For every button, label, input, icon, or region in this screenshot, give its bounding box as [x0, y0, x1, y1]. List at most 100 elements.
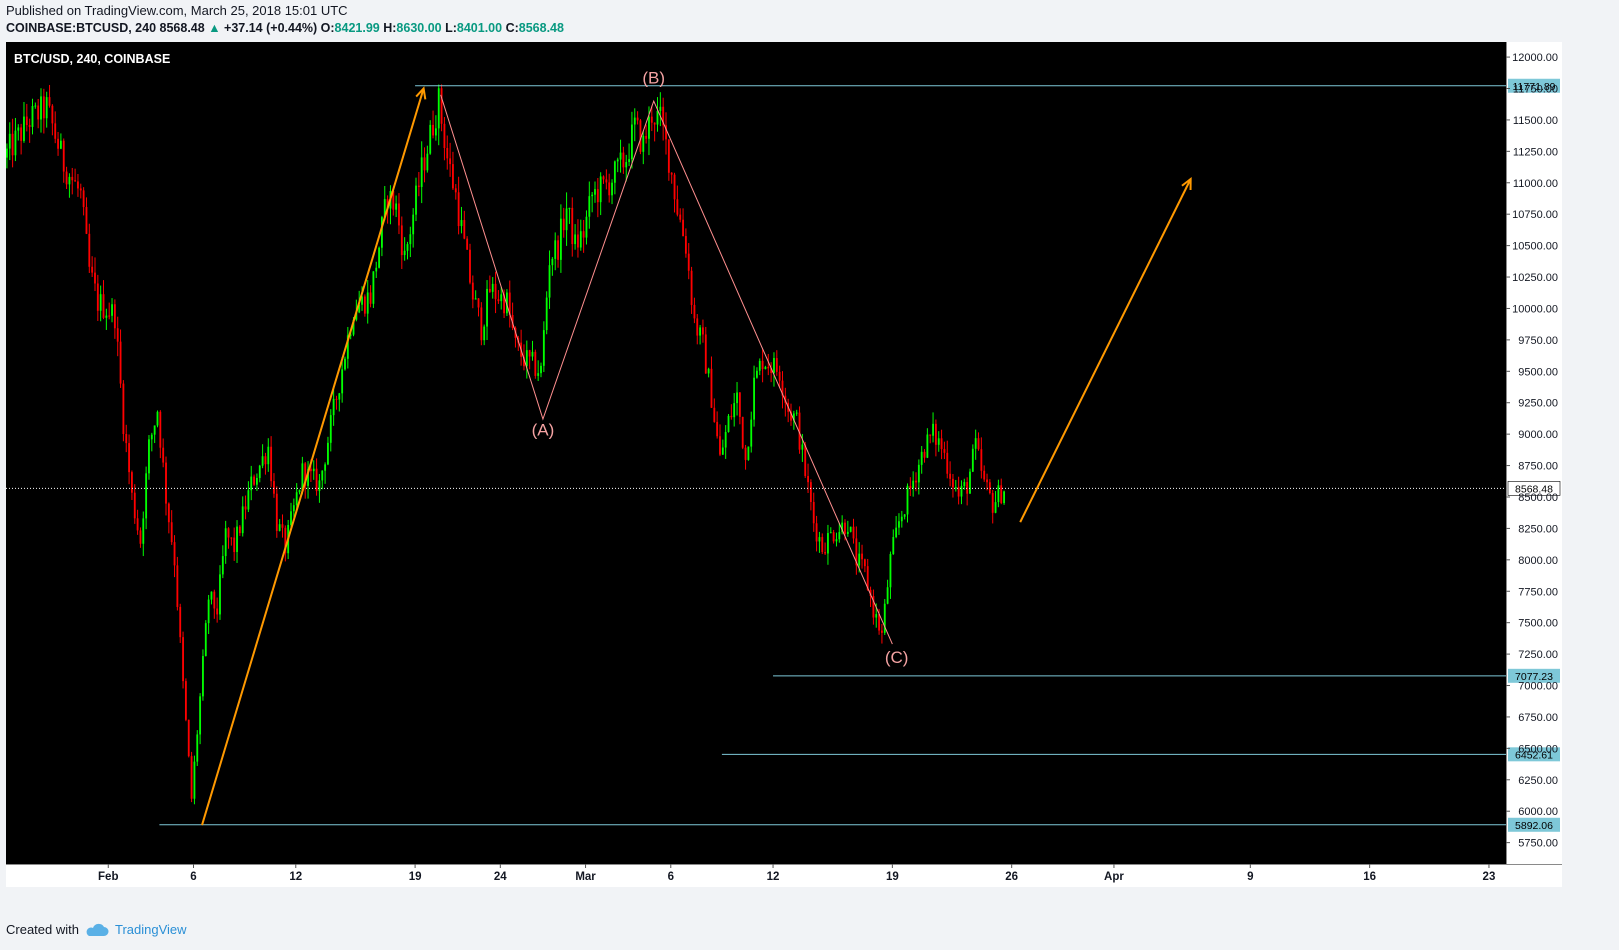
candle-down	[122, 383, 125, 435]
candle-down	[784, 395, 787, 403]
candle-down	[167, 503, 170, 523]
candle-down	[949, 473, 952, 479]
candle-down	[423, 157, 426, 171]
chart-container[interactable]: 11771.89 7077.23 6452.61 5892.06 8568.48 (A)…	[6, 42, 1562, 892]
candle-up	[792, 413, 795, 421]
candle-up	[591, 194, 594, 197]
candle-down	[767, 366, 770, 369]
x-tick-label: 16	[1363, 871, 1376, 883]
candle-down	[730, 415, 733, 418]
candle-up	[426, 153, 429, 171]
candle-down	[1000, 485, 1003, 504]
waves-layer: (A) (B) (C)	[440, 68, 908, 667]
candle-down	[190, 756, 193, 799]
candle-up	[699, 327, 702, 336]
chart-title: BTC/USD, 240, COINBASE	[14, 52, 170, 66]
open-label: O:	[320, 21, 335, 35]
candle-down	[710, 368, 713, 408]
candle-down	[88, 233, 91, 267]
candle-down	[622, 152, 625, 168]
candle-down	[983, 470, 986, 480]
candle-up	[753, 377, 755, 420]
candle-down	[980, 449, 983, 471]
candle-down	[270, 446, 273, 482]
candle-down	[852, 526, 855, 539]
candle-up	[971, 448, 974, 472]
candle-up	[338, 393, 341, 400]
candle-up	[506, 292, 508, 314]
candle-down	[676, 199, 679, 215]
candle-down	[119, 341, 122, 384]
price-axis[interactable]: 5750.00 6000.00 6250.00 6500.00 6750.00 7000.…	[1506, 52, 1558, 850]
y-tick-label: 6750.00	[1518, 712, 1558, 724]
price-chart[interactable]: 11771.89 7077.23 6452.61 5892.06 8568.48 (A)…	[6, 42, 1562, 887]
candle-up	[846, 531, 849, 534]
candle-down	[602, 176, 605, 180]
candle-down	[96, 283, 99, 311]
candle-down	[102, 294, 105, 318]
candle-up	[99, 294, 102, 311]
candle-down	[82, 190, 85, 208]
candle-up	[551, 258, 554, 266]
low-label: L:	[445, 21, 457, 35]
candle-up	[202, 656, 204, 697]
candle-down	[679, 214, 682, 220]
candle-up	[997, 485, 1000, 503]
candle-down	[400, 225, 403, 256]
candle-up	[349, 334, 352, 336]
candle-down	[363, 296, 366, 314]
time-axis[interactable]: Feb 6 12 19 24 Mar 6 12 19 26 Apr 9 16 23	[98, 864, 1495, 883]
candle-down	[741, 416, 744, 448]
arrows-layer	[201, 86, 1192, 826]
candle-down	[977, 438, 980, 450]
candle-down	[275, 493, 278, 531]
candle-up	[818, 537, 821, 542]
level-label-box	[1508, 668, 1560, 683]
candle-up	[724, 431, 727, 448]
candle-up	[236, 526, 238, 553]
candle-down	[713, 407, 716, 422]
candle-down	[915, 480, 917, 483]
candle-up	[531, 351, 534, 357]
candle-down	[812, 501, 815, 524]
candle-up	[829, 532, 832, 534]
candle-down	[176, 565, 179, 607]
candle-up	[207, 599, 210, 624]
level-label-box	[1508, 747, 1560, 762]
candle-up	[838, 532, 841, 540]
candle-up	[307, 468, 309, 486]
candle-down	[392, 191, 395, 210]
candle-down	[696, 318, 699, 336]
candle-up	[153, 425, 156, 435]
ohlc-bar: COINBASE:BTCUSD, 240 8568.48 ▲ +37.14 (+…	[6, 21, 564, 35]
candle-down	[693, 304, 696, 319]
candle-up	[974, 438, 977, 449]
candle-down	[821, 537, 824, 553]
candle-up	[875, 614, 878, 618]
x-tick-label: 12	[289, 871, 302, 883]
last-price: 8568.48	[159, 21, 205, 35]
candle-up	[849, 526, 852, 532]
candle-up	[954, 487, 957, 489]
tradingview-link[interactable]: TradingView	[114, 922, 187, 937]
candle-down	[528, 350, 531, 357]
candle-up	[105, 315, 108, 318]
candle-down	[125, 434, 128, 444]
candle-up	[648, 116, 650, 139]
candle-up	[963, 482, 966, 487]
candle-up	[758, 360, 761, 371]
candle-up	[437, 88, 440, 129]
candle-up	[290, 511, 292, 525]
price-change: +37.14 (+0.44%)	[224, 21, 318, 35]
candle-down	[79, 188, 82, 191]
candle-up	[969, 471, 971, 494]
candle-up	[611, 182, 613, 196]
high-value: 8630.00	[396, 21, 442, 35]
candle-up	[537, 373, 540, 376]
candle-down	[653, 122, 656, 125]
candle-down	[65, 171, 68, 185]
level-label-box	[1508, 817, 1560, 832]
candle-down	[562, 218, 565, 231]
candle-up	[642, 135, 645, 152]
candle-up	[199, 696, 202, 735]
